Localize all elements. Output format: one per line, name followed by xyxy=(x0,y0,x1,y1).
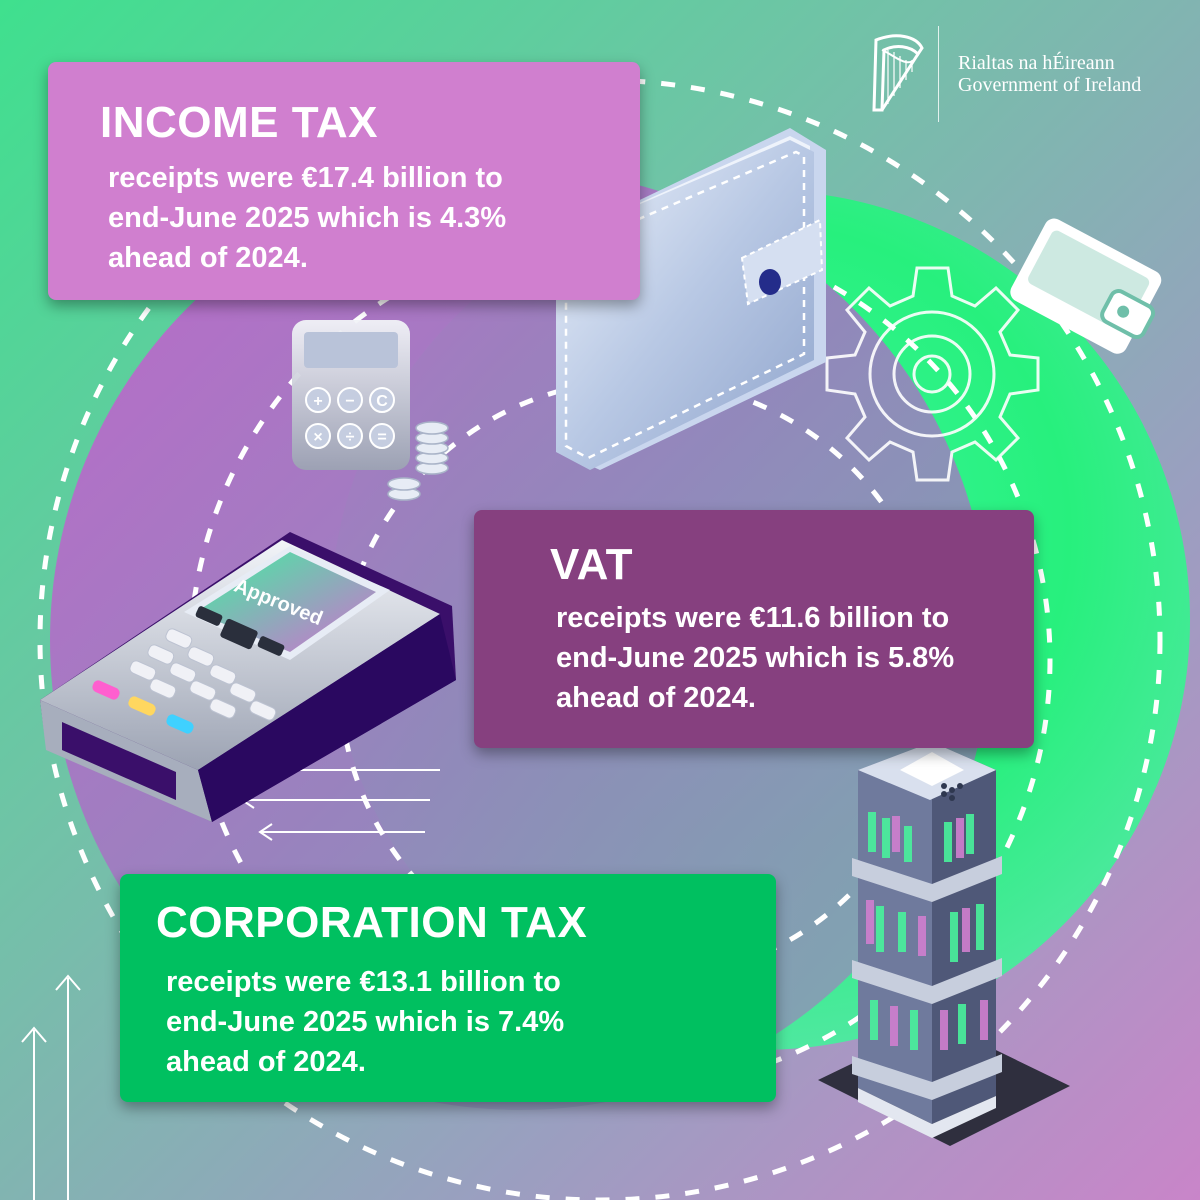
income-tax-line: receipts were €17.4 billion to xyxy=(108,162,503,194)
card-terminal-icon: Approved xyxy=(40,532,456,822)
calc-key: + xyxy=(313,393,322,410)
vat-card: VAT receipts were €11.6 billion to end-J… xyxy=(474,510,1034,748)
vat-line: end-June 2025 which is 5.8% xyxy=(556,642,955,674)
corporation-tax-line: end-June 2025 which is 7.4% xyxy=(166,1006,565,1038)
government-logo: Rialtas na hÉireann Government of Irelan… xyxy=(862,26,1172,122)
corporation-tax-line: ahead of 2024. xyxy=(166,1046,366,1078)
harp-icon xyxy=(872,34,924,112)
vat-body: receipts were €11.6 billion to end-June … xyxy=(556,598,1006,718)
gear-icon xyxy=(825,266,1040,482)
corporation-tax-card: CORPORATION TAX receipts were €13.1 bill… xyxy=(120,874,776,1102)
vat-line: ahead of 2024. xyxy=(556,682,756,714)
income-tax-line: ahead of 2024. xyxy=(108,242,308,274)
corporation-tax-body: receipts were €13.1 billion to end-June … xyxy=(166,962,626,1082)
logo-text-irish: Rialtas na hÉireann xyxy=(958,52,1115,74)
wallet-outline-icon xyxy=(1010,218,1162,354)
income-tax-heading: INCOME TAX xyxy=(100,98,378,147)
logo-text-english: Government of Ireland xyxy=(958,74,1142,96)
corporation-tax-line: receipts were €13.1 billion to xyxy=(166,966,561,998)
office-tower-icon xyxy=(818,742,1070,1146)
income-tax-line: end-June 2025 which is 4.3% xyxy=(108,202,507,234)
vat-line: receipts were €11.6 billion to xyxy=(556,602,950,634)
calc-key: = xyxy=(377,429,386,446)
calculator-icon: + − C × ÷ = xyxy=(292,320,410,470)
calc-key: ÷ xyxy=(346,429,355,446)
vat-heading: VAT xyxy=(550,540,633,589)
coins-icon xyxy=(387,421,449,501)
arrow-up-icon xyxy=(21,974,81,1200)
calc-key: C xyxy=(376,393,388,410)
speed-lines xyxy=(240,769,440,841)
corporation-tax-heading: CORPORATION TAX xyxy=(156,898,588,947)
logo-divider xyxy=(938,26,939,122)
calc-key: − xyxy=(345,393,354,410)
income-tax-body: receipts were €17.4 billion to end-June … xyxy=(108,158,568,278)
income-tax-card: INCOME TAX receipts were €17.4 billion t… xyxy=(48,62,640,300)
calc-key: × xyxy=(313,429,322,446)
